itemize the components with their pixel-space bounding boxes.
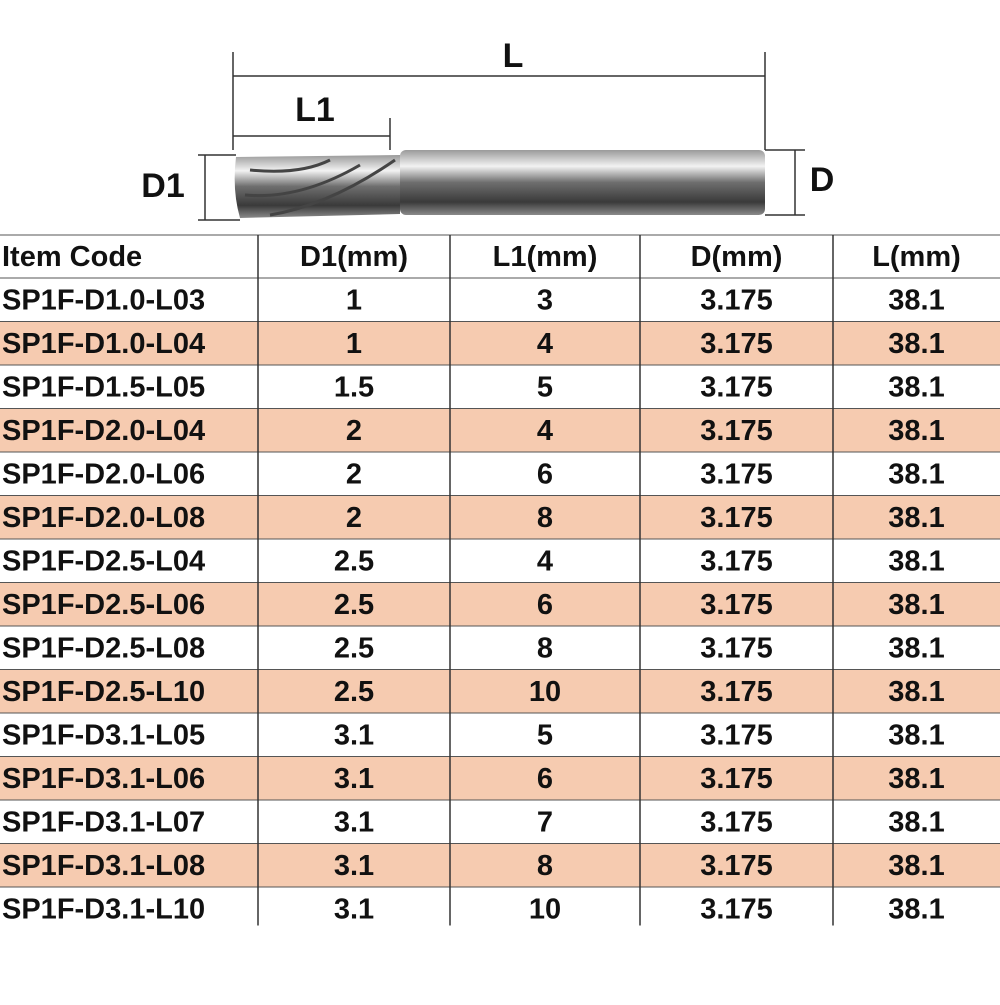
table-cell: 38.1 xyxy=(888,545,944,577)
table-cell: SP1F-D2.5-L08 xyxy=(2,632,205,664)
table-cell: 1 xyxy=(346,284,362,316)
table-cell: 8 xyxy=(537,502,553,534)
table-cell: 5 xyxy=(537,371,553,403)
table-cell: 3.175 xyxy=(700,763,773,795)
table-cell: 2.5 xyxy=(334,589,374,621)
table-cell: 38.1 xyxy=(888,850,944,882)
table-cell: 38.1 xyxy=(888,415,944,447)
table-cell: 3.175 xyxy=(700,415,773,447)
table-cell: 7 xyxy=(537,806,553,838)
table-cell: SP1F-D2.5-L06 xyxy=(2,589,205,621)
table-cell: SP1F-D3.1-L05 xyxy=(2,719,205,751)
shank xyxy=(400,150,765,215)
table-cell: 2.5 xyxy=(334,632,374,664)
table-cell: 8 xyxy=(537,632,553,664)
table-cell: 38.1 xyxy=(888,893,944,925)
table-cell: SP1F-D2.5-L10 xyxy=(2,676,205,708)
table-cell: 3.175 xyxy=(700,676,773,708)
table-cell: SP1F-D1.0-L04 xyxy=(2,328,205,360)
table-cell: 5 xyxy=(537,719,553,751)
table-cell: 3.175 xyxy=(700,719,773,751)
table-cell: 2 xyxy=(346,502,362,534)
table-cell: 3 xyxy=(537,284,553,316)
table-cell: 6 xyxy=(537,763,553,795)
table-cell: 1 xyxy=(346,328,362,360)
table-cell: 38.1 xyxy=(888,806,944,838)
table-cell: 3.175 xyxy=(700,589,773,621)
table-cell: 38.1 xyxy=(888,632,944,664)
table-cell: SP1F-D2.0-L04 xyxy=(2,415,205,447)
table-cell: 8 xyxy=(537,850,553,882)
table-cell: SP1F-D3.1-L07 xyxy=(2,806,205,838)
table-cell: 2.5 xyxy=(334,545,374,577)
table-cell: 38.1 xyxy=(888,719,944,751)
table-cell: 10 xyxy=(529,676,561,708)
dimension-label: D xyxy=(810,161,835,199)
table-cell: 38.1 xyxy=(888,589,944,621)
header-cell: D(mm) xyxy=(691,241,783,273)
header-cell: Item Code xyxy=(2,241,142,273)
header-cell: D1(mm) xyxy=(300,241,408,273)
table-cell: 38.1 xyxy=(888,676,944,708)
table-cell: 4 xyxy=(537,545,553,577)
dimension-label: L xyxy=(503,37,524,75)
table-cell: 38.1 xyxy=(888,763,944,795)
table-cell: SP1F-D3.1-L08 xyxy=(2,850,205,882)
table-cell: 1.5 xyxy=(334,371,374,403)
table-cell: 3.1 xyxy=(334,850,374,882)
table-cell: 3.175 xyxy=(700,545,773,577)
table-cell: 2 xyxy=(346,458,362,490)
table-cell: 3.175 xyxy=(700,893,773,925)
dimension-label: L1 xyxy=(295,91,335,129)
table-cell: 38.1 xyxy=(888,284,944,316)
table-cell: 3.175 xyxy=(700,458,773,490)
spec-table: Item Code D1(mm) L1(mm) D(mm) L(mm) SP1F-D1.0… xyxy=(0,234,1000,926)
flute-spiral xyxy=(244,158,396,217)
table-cell: SP1F-D3.1-L10 xyxy=(2,893,205,925)
table-cell: 3.1 xyxy=(334,763,374,795)
table-cell: 2 xyxy=(346,415,362,447)
table-cell: SP1F-D2.0-L06 xyxy=(2,458,205,490)
table-cell: 3.175 xyxy=(700,502,773,534)
table-cell: 10 xyxy=(529,893,561,925)
tool-diagram xyxy=(198,52,805,221)
table-cell: 6 xyxy=(537,458,553,490)
table-cell: 3.175 xyxy=(700,632,773,664)
table-cell: SP1F-D3.1-L06 xyxy=(2,763,205,795)
table-cell: 3.1 xyxy=(334,719,374,751)
table-cell: 3.1 xyxy=(334,893,374,925)
table-cell: 6 xyxy=(537,589,553,621)
table-cell: 4 xyxy=(537,328,553,360)
table-cell: 38.1 xyxy=(888,371,944,403)
header-cell: L1(mm) xyxy=(493,241,598,273)
table-cell: SP1F-D1.5-L05 xyxy=(2,371,205,403)
table-cell: 38.1 xyxy=(888,502,944,534)
table-cell: SP1F-D2.0-L08 xyxy=(2,502,205,534)
table-cell: 2.5 xyxy=(334,676,374,708)
table-cell: 3.175 xyxy=(700,371,773,403)
table-cell: 3.175 xyxy=(700,284,773,316)
table-cell: 38.1 xyxy=(888,328,944,360)
dimension-label: D1 xyxy=(141,167,184,205)
table-cell: 3.1 xyxy=(334,806,374,838)
table-cell: SP1F-D1.0-L03 xyxy=(2,284,205,316)
table-cell: SP1F-D2.5-L04 xyxy=(2,545,205,577)
table-cell: 4 xyxy=(537,415,553,447)
header-cell: L(mm) xyxy=(872,241,961,273)
table-cell: 3.175 xyxy=(700,806,773,838)
table-cell: 3.175 xyxy=(700,850,773,882)
table-cell: 38.1 xyxy=(888,458,944,490)
table-cell: 3.175 xyxy=(700,328,773,360)
